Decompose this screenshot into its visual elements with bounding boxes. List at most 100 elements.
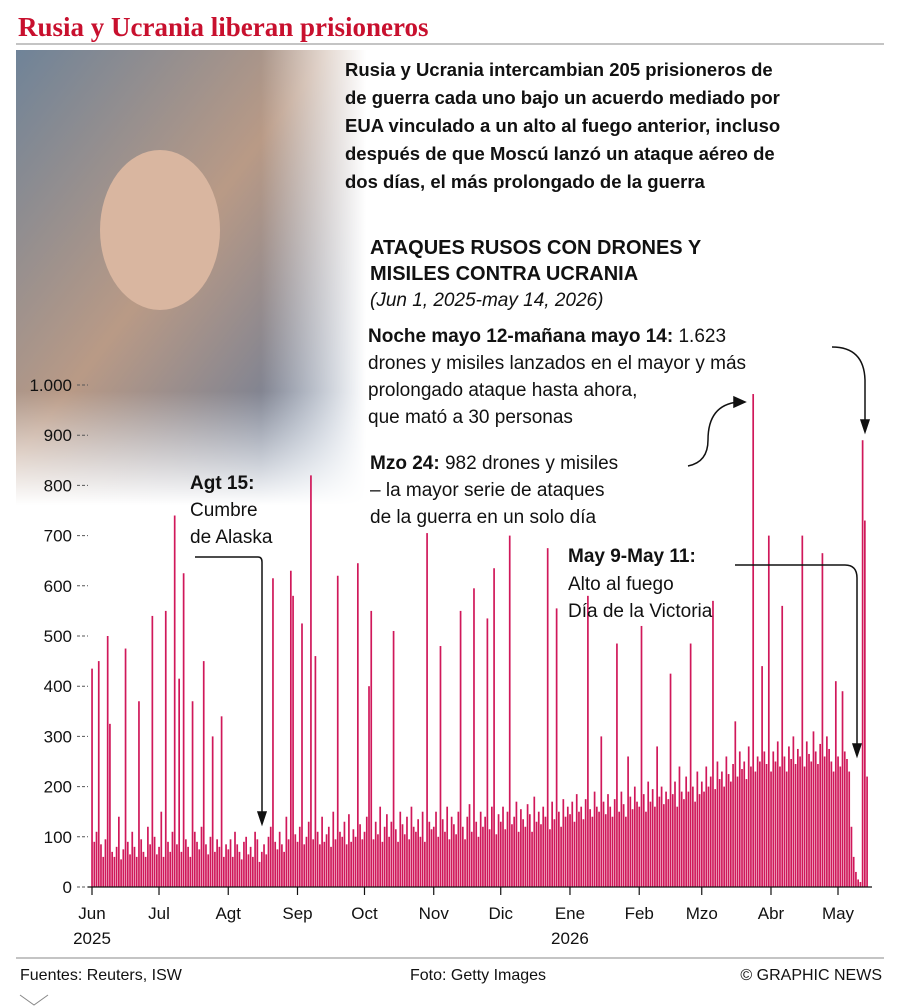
bar [211,736,214,887]
bar [528,814,531,887]
x-tick-label: Agt [215,904,241,923]
annotation-text: – la mayor serie de ataques [370,480,604,501]
bar [95,831,98,887]
bar [457,811,460,887]
bar [696,771,699,887]
bar [821,553,824,887]
annotation-text: de la guerra en un solo día [370,507,596,528]
bar [205,844,207,887]
bar [118,816,120,887]
bar [374,821,377,887]
annotation: Mzo 24: 982 drones y misiles [370,453,618,474]
bar [408,839,411,887]
arrowhead [256,811,268,827]
bar [240,859,243,887]
annotation-label: Noche mayo 12-mañana mayo 14: [368,326,673,347]
sources: Fuentes: Reuters, ISW [20,967,183,984]
bar [155,854,158,887]
y-tick-label: 700 [44,527,72,546]
annotation-label: Mzo 24: [370,453,440,474]
bar [292,595,294,887]
bar [754,771,757,887]
bar [160,811,163,887]
bar [812,731,815,887]
bar [243,841,245,887]
bar [714,789,717,887]
bar [164,610,167,887]
bar [855,871,857,887]
bar [383,826,386,887]
bar [631,809,634,887]
bar [792,736,795,887]
bar [301,623,303,887]
arrowhead [733,395,747,409]
bar [477,836,480,887]
y-tick-label: 800 [44,476,72,495]
bar [435,811,437,887]
bar [520,809,522,887]
bar [667,799,670,887]
bar [370,610,373,887]
bar [468,804,471,887]
bar [182,573,185,887]
bar [312,839,315,887]
bar [202,661,205,887]
bar [736,776,739,887]
bar [453,824,455,887]
bar [533,796,536,887]
bar [680,791,683,887]
bar [502,806,504,887]
bar [432,826,435,887]
bar [120,859,122,887]
bar [660,786,663,887]
bar [727,774,730,887]
bar [694,801,696,887]
bar [587,595,589,887]
bar [305,836,308,887]
bar [464,839,466,887]
x-tick-label: May [822,904,855,923]
credit: © GRAPHIC NEWS [740,967,882,984]
bar [638,806,641,887]
bar [805,741,808,887]
bar [573,821,576,887]
bar [339,831,341,887]
bar [359,824,361,887]
bar [386,814,388,887]
annotation-text: 982 drones y misiles [445,453,618,474]
bar [705,766,708,887]
bar [508,535,511,887]
bar [837,756,839,887]
tab [19,994,49,1006]
bar [437,836,440,887]
bar [633,786,636,887]
bar [542,806,545,887]
bar [115,846,118,887]
bar [582,819,585,887]
annotation-text: 1.623 [678,326,726,347]
bar [495,834,498,887]
bar [750,766,752,887]
annotation-label: May 9-May 11: [568,546,696,567]
bar [162,856,165,887]
intro-line: dos días, el más prolongado de la guerra [345,171,706,192]
bar [131,831,134,887]
bar [426,533,428,887]
bar [231,856,234,887]
arrows [195,346,871,827]
bar [176,844,178,887]
bar [622,804,625,887]
bar [723,786,725,887]
bar [484,816,487,887]
year-label: 2025 [73,929,111,948]
bar [149,844,151,887]
x-tick-label: Abr [758,904,785,923]
annotation-text: Cumbre [190,500,258,521]
bar [245,836,248,887]
bar [298,826,301,887]
bar [138,701,140,887]
arrow [831,346,866,425]
bar [461,826,464,887]
x-tick-label: Feb [625,904,654,923]
x-tick-label: Oct [351,904,378,923]
